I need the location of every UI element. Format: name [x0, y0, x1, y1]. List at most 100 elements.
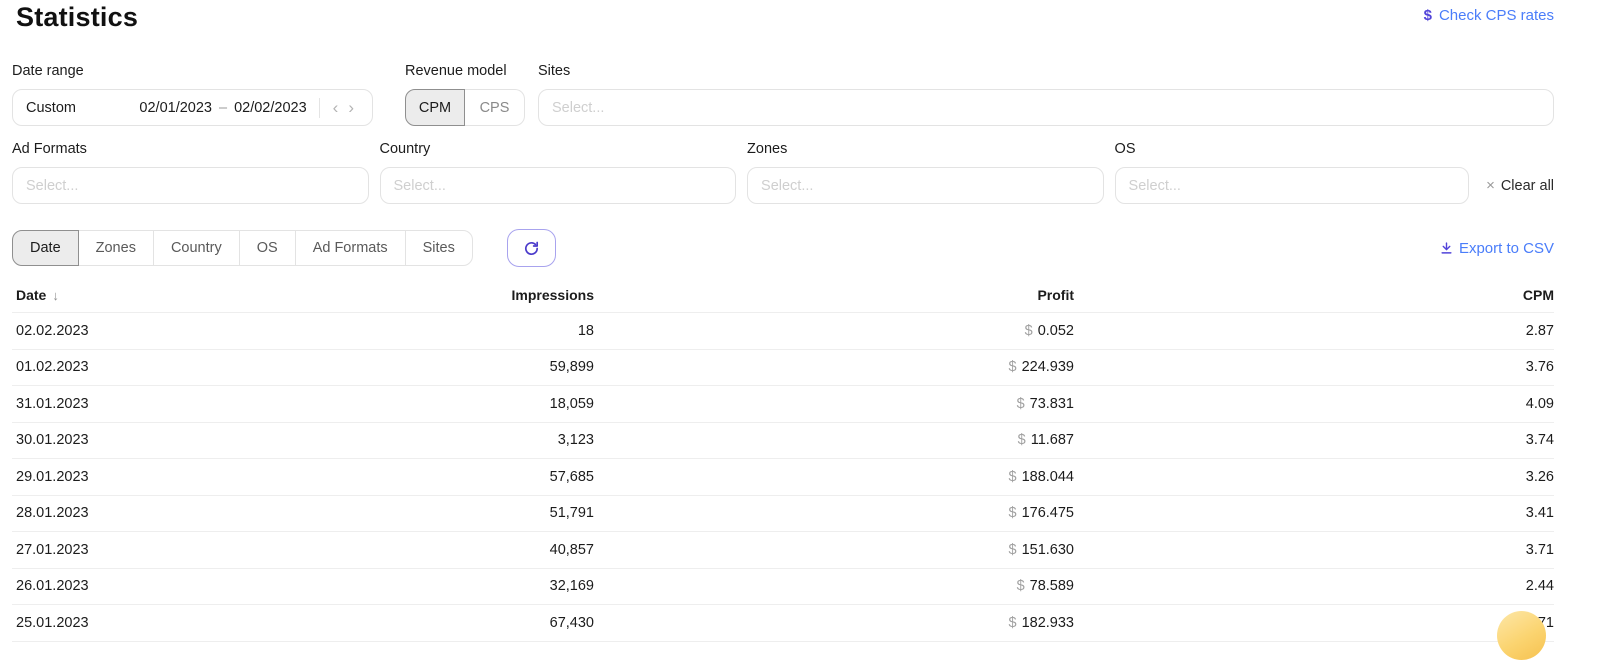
- currency-symbol: $: [1016, 578, 1025, 595]
- date-separator: –: [219, 99, 228, 116]
- column-header-date-label: Date: [16, 287, 47, 303]
- tab-zones[interactable]: Zones: [77, 230, 154, 266]
- revenue-model-label: Revenue model: [405, 63, 507, 79]
- tab-date[interactable]: Date: [12, 230, 79, 266]
- toolbar: Date Zones Country OS Ad Formats Sites Export…: [12, 229, 1554, 267]
- currency-symbol: $: [1008, 468, 1017, 485]
- filter-select-country[interactable]: [379, 167, 737, 204]
- cell-profit: $151.630: [1008, 541, 1075, 558]
- filter-group-zones: Zones: [747, 141, 1104, 204]
- table-row: 27.01.2023 40,857 $151.630 3.71: [12, 532, 1554, 569]
- next-date-range-button[interactable]: ›: [343, 99, 359, 116]
- date-range-preset[interactable]: Custom: [26, 99, 76, 116]
- revenue-model-cps-button[interactable]: CPS: [465, 89, 525, 126]
- tab-sites[interactable]: Sites: [404, 230, 473, 266]
- table-row: 25.01.2023 67,430 $182.933 2.71: [12, 605, 1554, 642]
- cell-cpm: 3.26: [1525, 468, 1554, 485]
- table-row: 01.02.2023 59,899 $224.939 3.76: [12, 350, 1554, 386]
- cell-profit: $73.831: [1016, 395, 1074, 412]
- prev-date-range-button[interactable]: ‹: [328, 99, 344, 116]
- currency-symbol: $: [1017, 432, 1026, 449]
- top-bar: Statistics $ Check CPS rates: [12, 0, 1554, 33]
- cell-impressions: 67,430: [549, 614, 594, 631]
- cell-date: 29.01.2023: [16, 468, 89, 485]
- export-to-csv-link[interactable]: Export to CSV: [1440, 240, 1554, 257]
- filter-select-ad-formats[interactable]: [12, 167, 369, 204]
- clear-all-button[interactable]: × Clear all: [1486, 167, 1554, 204]
- refresh-icon: [523, 240, 540, 257]
- table-row: 26.01.2023 32,169 $78.589 2.44: [12, 569, 1554, 605]
- cell-impressions: 18: [577, 322, 594, 339]
- filter-select-os[interactable]: [1114, 167, 1470, 204]
- chat-widget-button[interactable]: [1497, 611, 1546, 660]
- statistics-table: Date ↓ Impressions Profit CPM 02.02.2023…: [12, 278, 1554, 642]
- revenue-model-toggle: CPM CPS: [405, 89, 525, 126]
- cell-profit: $224.939: [1008, 359, 1075, 376]
- currency-symbol: $: [1008, 505, 1017, 522]
- dollar-icon: $: [1423, 7, 1432, 24]
- cell-date: 25.01.2023: [16, 614, 89, 631]
- cell-date: 28.01.2023: [16, 505, 89, 522]
- cell-date: 02.02.2023: [16, 322, 89, 339]
- table-row: 29.01.2023 57,685 $188.044 3.26: [12, 459, 1554, 496]
- cell-impressions: 18,059: [549, 395, 594, 412]
- currency-symbol: $: [1008, 359, 1017, 376]
- filter-group-os: OS: [1114, 141, 1470, 204]
- cell-cpm: 4.09: [1525, 395, 1554, 412]
- column-header-profit[interactable]: Profit: [1037, 287, 1074, 303]
- cell-impressions: 32,169: [549, 578, 594, 595]
- start-date-value[interactable]: 02/01/2023: [139, 99, 212, 116]
- breakdown-tabs: Date Zones Country OS Ad Formats Sites: [12, 230, 473, 266]
- cell-impressions: 40,857: [549, 541, 594, 558]
- table-row: 02.02.2023 18 $0.052 2.87: [12, 313, 1554, 350]
- cell-profit: $188.044: [1008, 468, 1075, 485]
- date-range-picker[interactable]: Custom 02/01/2023 – 02/02/2023 ‹ ›: [12, 89, 373, 126]
- filter-label: Ad Formats: [12, 141, 87, 157]
- cell-profit: $78.589: [1016, 578, 1074, 595]
- check-cps-rates-link[interactable]: $ Check CPS rates: [1424, 7, 1554, 24]
- cell-cpm: 3.76: [1525, 359, 1554, 376]
- cell-impressions: 57,685: [549, 468, 594, 485]
- currency-symbol: $: [1016, 395, 1025, 412]
- cell-date: 27.01.2023: [16, 541, 89, 558]
- cell-profit: $182.933: [1008, 614, 1075, 631]
- cell-cpm: 3.71: [1525, 541, 1554, 558]
- filters-row-1: Date range Custom 02/01/2023 – 02/02/202…: [12, 63, 1554, 126]
- filter-select-zones[interactable]: [747, 167, 1104, 204]
- cell-cpm: 2.44: [1525, 578, 1554, 595]
- tab-os[interactable]: OS: [238, 230, 296, 266]
- tab-ad-formats[interactable]: Ad Formats: [294, 230, 406, 266]
- cell-impressions: 59,899: [549, 359, 594, 376]
- cell-impressions: 3,123: [557, 432, 594, 449]
- table-row: 28.01.2023 51,791 $176.475 3.41: [12, 496, 1554, 532]
- cell-profit: $176.475: [1008, 505, 1075, 522]
- column-header-impressions[interactable]: Impressions: [511, 287, 594, 303]
- export-to-csv-label: Export to CSV: [1458, 239, 1554, 257]
- clear-all-label: Clear all: [1500, 177, 1555, 194]
- end-date-value[interactable]: 02/02/2023: [234, 99, 307, 116]
- revenue-model-cpm-button[interactable]: CPM: [405, 89, 465, 126]
- currency-symbol: $: [1008, 541, 1017, 558]
- sites-label: Sites: [538, 63, 571, 79]
- cell-cpm: 2.87: [1525, 322, 1554, 339]
- check-cps-rates-label: Check CPS rates: [1438, 7, 1554, 24]
- cell-profit: $11.687: [1017, 432, 1074, 449]
- column-header-cpm[interactable]: CPM: [1522, 287, 1554, 303]
- sort-desc-icon: ↓: [52, 287, 59, 303]
- cell-cpm: 2.71: [1074, 615, 1554, 631]
- cell-date: 01.02.2023: [16, 359, 89, 376]
- cell-cpm: 3.74: [1525, 432, 1554, 449]
- filter-label: OS: [1114, 141, 1136, 157]
- table-row: 30.01.2023 3,123 $11.687 3.74: [12, 423, 1554, 459]
- filter-group-ad-formats: Ad Formats: [12, 141, 369, 204]
- cell-profit: $0.052: [1024, 322, 1074, 339]
- refresh-button[interactable]: [506, 229, 556, 267]
- date-range-group: Date range Custom 02/01/2023 – 02/02/202…: [12, 63, 373, 126]
- filter-label: Zones: [747, 141, 788, 157]
- table-row: 31.01.2023 18,059 $73.831 4.09: [12, 386, 1554, 423]
- sites-select-input[interactable]: [538, 89, 1554, 126]
- currency-symbol: $: [1008, 614, 1017, 631]
- column-header-date[interactable]: Date ↓: [16, 287, 304, 303]
- statistics-page: Statistics $ Check CPS rates Date range …: [12, 0, 1554, 642]
- tab-country[interactable]: Country: [152, 230, 240, 266]
